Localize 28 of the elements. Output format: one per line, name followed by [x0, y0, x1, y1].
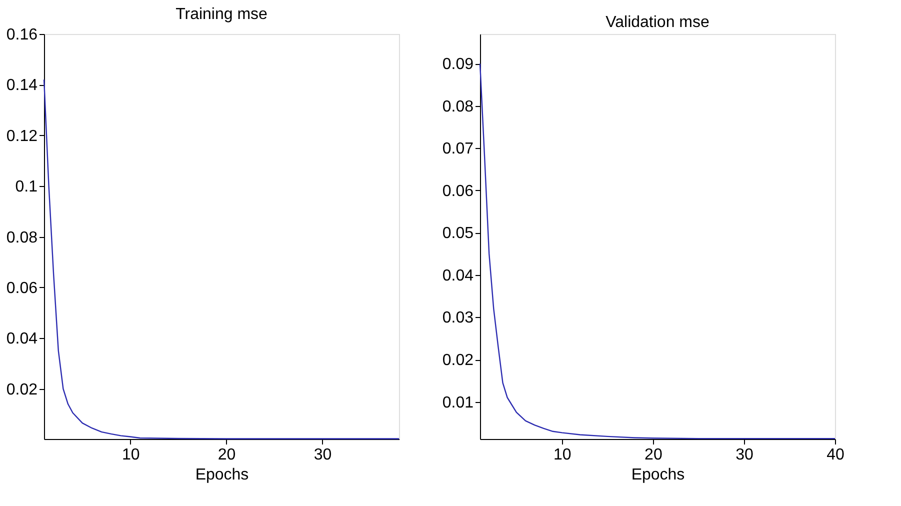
x-tick-label: 20 [218, 446, 236, 464]
y-tick-label: 0.04 [6, 330, 38, 348]
x-tick-label: 10 [554, 446, 572, 464]
y-tick-label: 0.04 [442, 267, 474, 284]
chart-title: Training mse [176, 6, 268, 23]
x-tick-label: 30 [736, 446, 754, 464]
y-tick-label: 0.08 [6, 229, 38, 246]
x-axis-title: Epochs [631, 466, 685, 484]
y-tick-label: 0.07 [442, 140, 474, 158]
x-tick-label: 30 [314, 446, 332, 464]
y-tick-label: 0.02 [6, 381, 38, 398]
y-tick-label: 0.01 [442, 394, 474, 412]
chart-title: Validation mse [606, 14, 710, 31]
x-axis-title: Epochs [195, 466, 249, 484]
y-tick-label: 0.02 [442, 352, 474, 370]
y-tick-label: 0.03 [442, 310, 474, 327]
y-tick-label: 0.16 [6, 26, 38, 44]
y-tick-label: 0.06 [6, 280, 38, 297]
x-tick-label: 20 [644, 446, 662, 464]
y-tick-label: 0.06 [442, 182, 474, 200]
y-tick-label: 0.05 [442, 225, 474, 242]
y-tick-label: 0.08 [442, 98, 474, 116]
x-tick-label: 40 [826, 446, 844, 464]
y-tick-label: 0.1 [15, 178, 38, 196]
x-tick-label: 10 [122, 446, 140, 464]
y-tick-label: 0.14 [6, 77, 38, 94]
y-tick-label: 0.12 [6, 128, 38, 145]
y-tick-label: 0.09 [442, 56, 474, 74]
